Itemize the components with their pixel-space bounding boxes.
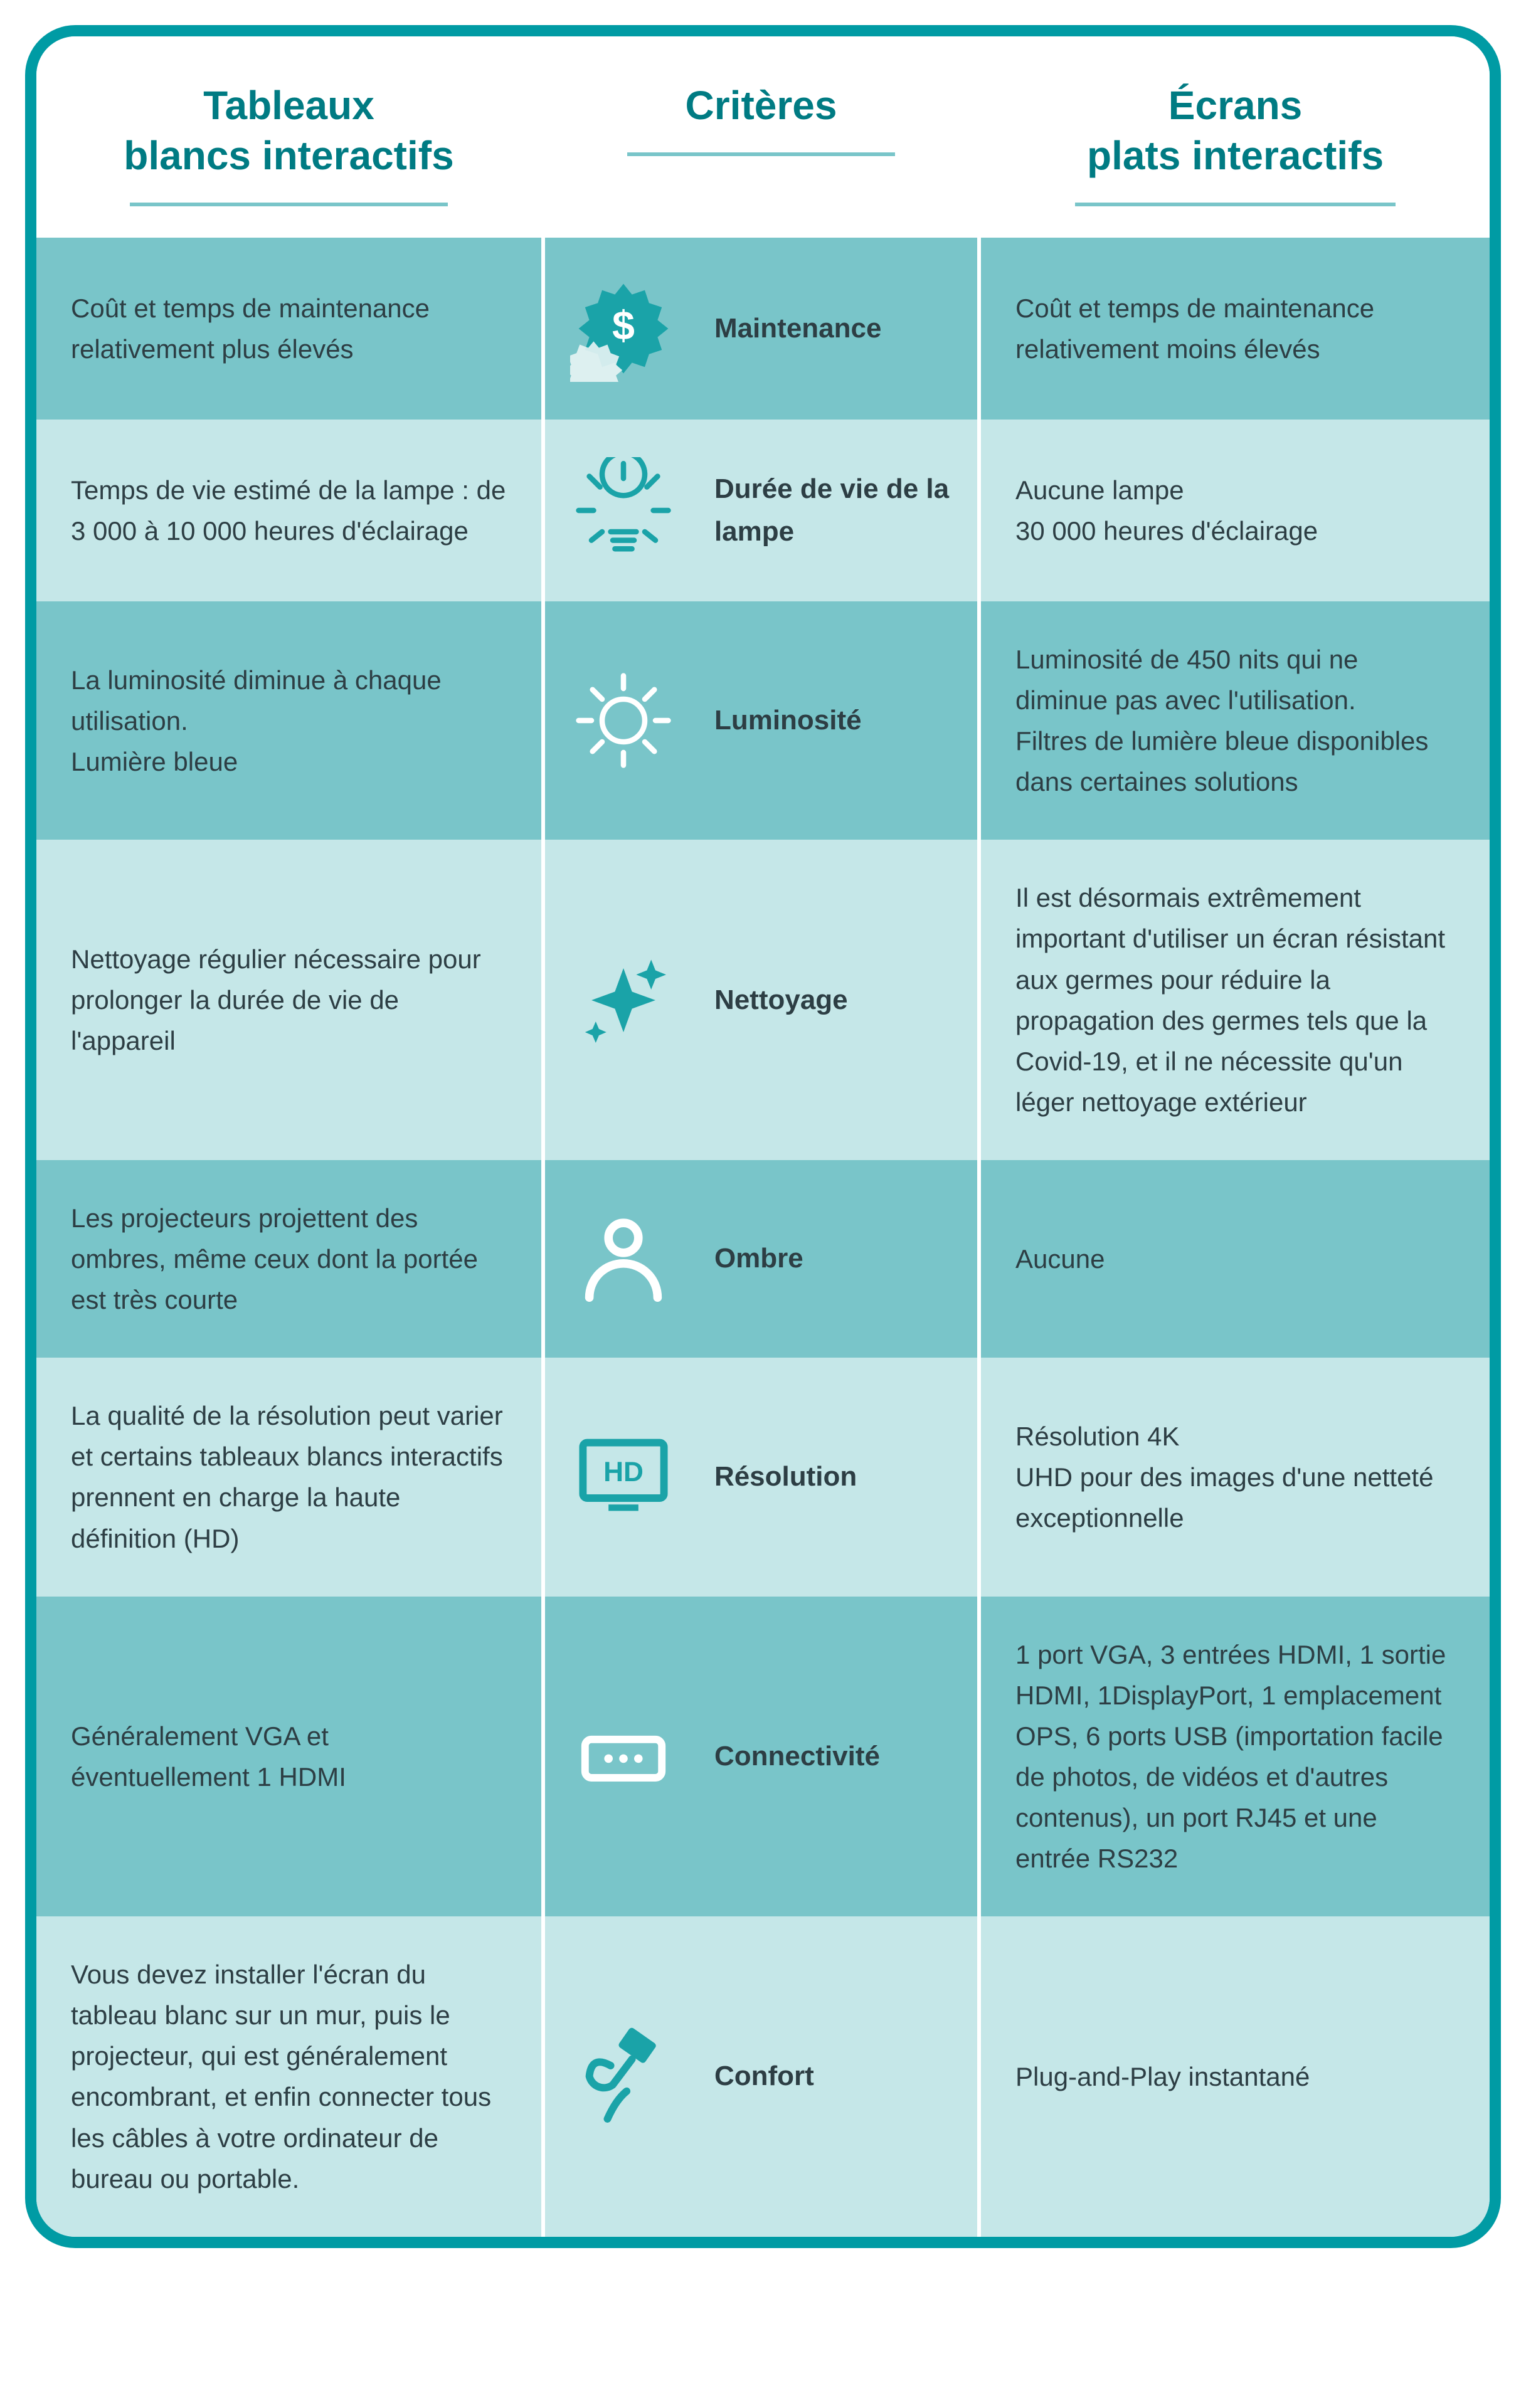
criteria-cell: Durée de vie de la lampe <box>545 420 981 601</box>
criteria-label: Nettoyage <box>714 979 952 1022</box>
criteria-label: Ombre <box>714 1237 952 1280</box>
header-underline <box>130 203 448 206</box>
right-value-text: Plug-and-Play instantané <box>1015 2056 1310 2097</box>
header-right-text: Écransplats interactifs <box>1006 80 1465 181</box>
criteria-cell: Confort <box>545 1916 981 2237</box>
right-value: Il est désormais extrêmement important d… <box>981 840 1490 1160</box>
dollar-gear-icon <box>570 275 677 382</box>
comparison-table: Tableauxblancs interactifs Critères Écra… <box>25 25 1501 2248</box>
right-value-text: 1 port VGA, 3 entrées HDMI, 1 sortie HDM… <box>1015 1634 1455 1879</box>
header-center-text: Critères <box>570 80 952 130</box>
right-value-text: Aucune <box>1015 1238 1105 1279</box>
right-value: Résolution 4KUHD pour des images d'une n… <box>981 1358 1490 1596</box>
criteria-label: Résolution <box>714 1455 952 1498</box>
criteria-label: Luminosité <box>714 699 952 742</box>
right-value: Luminosité de 450 nits qui ne diminue pa… <box>981 601 1490 840</box>
lightbulb-icon <box>570 457 677 564</box>
usb-plug-icon <box>570 2023 677 2130</box>
table-row: Les projecteurs projettent des ombres, m… <box>36 1160 1490 1358</box>
left-value-text: Généralement VGA et éventuellement 1 HDM… <box>71 1716 507 1797</box>
right-value: 1 port VGA, 3 entrées HDMI, 1 sortie HDM… <box>981 1597 1490 1917</box>
criteria-cell: Connectivité <box>545 1597 981 1917</box>
left-value-text: Les projecteurs projettent des ombres, m… <box>71 1198 507 1320</box>
table-header-row: Tableauxblancs interactifs Critères Écra… <box>36 36 1490 238</box>
left-value-text: La qualité de la résolution peut varier … <box>71 1395 507 1558</box>
table-row: Nettoyage régulier nécessaire pour prolo… <box>36 840 1490 1160</box>
right-value: Plug-and-Play instantané <box>981 1916 1490 2237</box>
table-row: La qualité de la résolution peut varier … <box>36 1358 1490 1596</box>
header-left: Tableauxblancs interactifs <box>36 36 545 238</box>
left-value: La luminosité diminue à chaque utilisati… <box>36 601 545 840</box>
left-value: Temps de vie estimé de la lampe : de 3 0… <box>36 420 545 601</box>
left-value-text: Coût et temps de maintenance relativemen… <box>71 288 507 369</box>
right-value-text: Luminosité de 450 nits qui ne diminue pa… <box>1015 639 1455 802</box>
left-value: Les projecteurs projettent des ombres, m… <box>36 1160 545 1358</box>
sun-icon <box>570 667 677 774</box>
left-value-text: Nettoyage régulier nécessaire pour prolo… <box>71 939 507 1061</box>
left-value: La qualité de la résolution peut varier … <box>36 1358 545 1596</box>
left-value-text: Vous devez installer l'écran du tableau … <box>71 1954 507 2199</box>
table-body: Coût et temps de maintenance relativemen… <box>36 238 1490 2237</box>
left-value-text: Temps de vie estimé de la lampe : de 3 0… <box>71 470 507 551</box>
header-left-text: Tableauxblancs interactifs <box>61 80 516 181</box>
right-value: Aucune lampe30 000 heures d'éclairage <box>981 420 1490 601</box>
port-icon <box>570 1703 677 1810</box>
criteria-cell: Résolution <box>545 1358 981 1596</box>
header-right: Écransplats interactifs <box>981 36 1490 238</box>
right-value: Aucune <box>981 1160 1490 1358</box>
criteria-cell: Nettoyage <box>545 840 981 1160</box>
left-value: Coût et temps de maintenance relativemen… <box>36 238 545 420</box>
criteria-label: Confort <box>714 2055 952 2098</box>
criteria-cell: Ombre <box>545 1160 981 1358</box>
header-center: Critères <box>545 36 981 238</box>
criteria-label: Durée de vie de la lampe <box>714 468 952 553</box>
sparkle-icon <box>570 947 677 1054</box>
header-underline <box>1075 203 1396 206</box>
header-underline <box>627 152 894 156</box>
left-value: Vous devez installer l'écran du tableau … <box>36 1916 545 2237</box>
table-row: La luminosité diminue à chaque utilisati… <box>36 601 1490 840</box>
left-value: Nettoyage régulier nécessaire pour prolo… <box>36 840 545 1160</box>
right-value-text: Aucune lampe30 000 heures d'éclairage <box>1015 470 1318 551</box>
table-row: Vous devez installer l'écran du tableau … <box>36 1916 1490 2237</box>
criteria-cell: Luminosité <box>545 601 981 840</box>
person-icon <box>570 1206 677 1312</box>
table-row: Temps de vie estimé de la lampe : de 3 0… <box>36 420 1490 601</box>
criteria-label: Connectivité <box>714 1735 952 1778</box>
table-row: Coût et temps de maintenance relativemen… <box>36 238 1490 420</box>
left-value: Généralement VGA et éventuellement 1 HDM… <box>36 1597 545 1917</box>
hd-monitor-icon <box>570 1423 677 1530</box>
right-value-text: Résolution 4KUHD pour des images d'une n… <box>1015 1416 1455 1538</box>
right-value-text: Il est désormais extrêmement important d… <box>1015 877 1455 1122</box>
table-row: Généralement VGA et éventuellement 1 HDM… <box>36 1597 1490 1917</box>
right-value: Coût et temps de maintenance relativemen… <box>981 238 1490 420</box>
criteria-cell: Maintenance <box>545 238 981 420</box>
left-value-text: La luminosité diminue à chaque utilisati… <box>71 660 507 782</box>
right-value-text: Coût et temps de maintenance relativemen… <box>1015 288 1455 369</box>
criteria-label: Maintenance <box>714 307 952 350</box>
